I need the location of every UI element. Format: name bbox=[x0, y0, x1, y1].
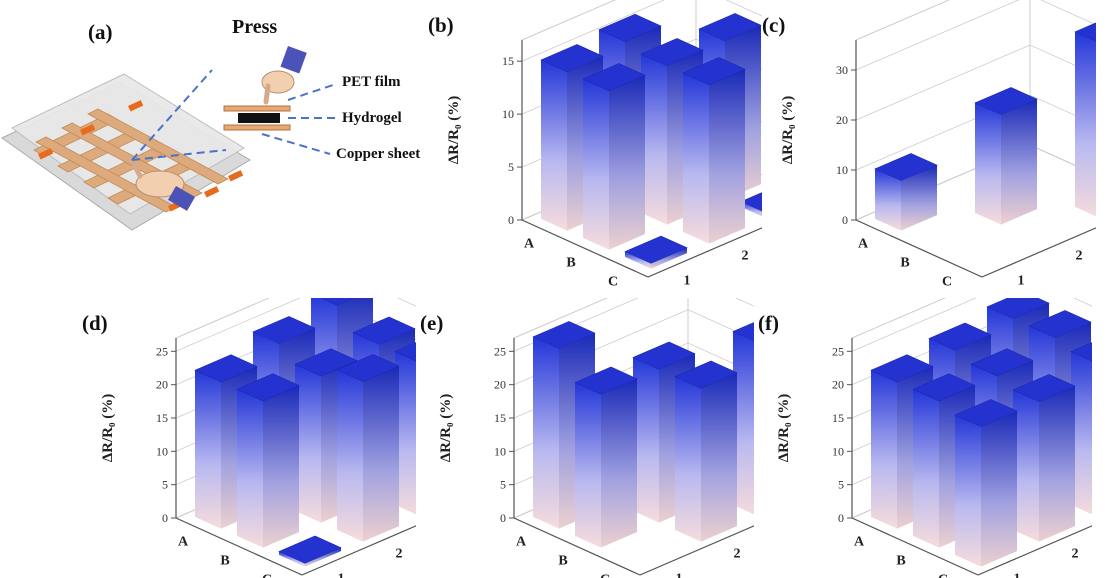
bar-B1 bbox=[574, 366, 638, 548]
bar-C3 bbox=[394, 342, 416, 515]
row-label: A bbox=[178, 535, 189, 550]
z-tick-label: 25 bbox=[832, 344, 844, 358]
row-label: B bbox=[896, 554, 905, 569]
z-tick-label: 5 bbox=[162, 478, 168, 492]
bar-C3 bbox=[1074, 22, 1096, 217]
chart-panel-d: 0510152025ABC123ΔR/R₀ (%)(d) bbox=[82, 298, 416, 578]
bar-B1 bbox=[236, 373, 300, 548]
panel-label: (b) bbox=[428, 13, 454, 37]
z-tick-label: 0 bbox=[162, 511, 168, 525]
bar-C2 bbox=[1012, 374, 1076, 542]
panel-label: (f) bbox=[758, 311, 779, 335]
col-label: 1 bbox=[1018, 274, 1025, 289]
z-axis-title: ΔR/R₀ (%) bbox=[446, 96, 462, 164]
hand-icon bbox=[129, 157, 196, 211]
bar-C1 bbox=[278, 535, 342, 567]
row-label: A bbox=[858, 237, 869, 252]
z-tick-label: 0 bbox=[842, 213, 848, 227]
bar-C2 bbox=[682, 57, 746, 244]
row-label: A bbox=[524, 237, 535, 252]
z-axis-title: ΔR/R₀ (%) bbox=[100, 394, 116, 462]
panel-label: (d) bbox=[82, 311, 108, 335]
col-label: 2 bbox=[742, 249, 749, 264]
copper-sheet-label: Copper sheet bbox=[336, 146, 421, 162]
col-label: 2 bbox=[734, 547, 741, 562]
bar-B1 bbox=[582, 63, 646, 250]
sensor-schematic bbox=[1, 46, 337, 231]
z-tick-label: 10 bbox=[156, 444, 168, 458]
bar-C3 bbox=[1070, 342, 1092, 515]
chart-panel-b: 051015ABC123ΔR/R₀ (%)(b) bbox=[428, 0, 762, 290]
row-label: B bbox=[566, 256, 575, 271]
axis-walls bbox=[854, 0, 1096, 278]
finger-icon bbox=[261, 46, 307, 105]
z-tick-label: 15 bbox=[502, 54, 514, 68]
z-tick-label: 5 bbox=[838, 478, 844, 492]
chart-panel-e: 0510152025ABC123ΔR/R₀ (%)(e) bbox=[420, 298, 754, 578]
row-label: A bbox=[516, 535, 527, 550]
bar-C1 bbox=[954, 399, 1018, 567]
row-label: C bbox=[608, 275, 618, 290]
z-tick-label: 20 bbox=[832, 378, 844, 392]
bar-C3 bbox=[740, 192, 762, 217]
bar-C2 bbox=[674, 360, 738, 542]
z-axis-title: ΔR/R₀ (%) bbox=[780, 96, 796, 164]
z-tick-label: 5 bbox=[508, 160, 514, 174]
z-tick-label: 10 bbox=[832, 444, 844, 458]
z-tick-label: 0 bbox=[508, 213, 514, 227]
z-tick-label: 20 bbox=[494, 378, 506, 392]
z-tick-label: 10 bbox=[494, 444, 506, 458]
row-label: A bbox=[854, 535, 865, 550]
z-tick-label: 15 bbox=[832, 411, 844, 425]
z-tick-label: 20 bbox=[156, 378, 168, 392]
z-tick-label: 20 bbox=[836, 113, 848, 127]
col-label: 2 bbox=[396, 547, 403, 562]
col-label: 2 bbox=[1076, 249, 1083, 264]
hydrogel-label: Hydrogel bbox=[342, 110, 402, 126]
row-label: C bbox=[938, 573, 948, 578]
z-tick-label: 10 bbox=[502, 107, 514, 121]
panel-label: (e) bbox=[420, 311, 443, 335]
z-tick-label: 30 bbox=[836, 63, 848, 77]
bar-C3 bbox=[732, 322, 754, 515]
row-label: C bbox=[942, 275, 952, 290]
chart-panel-f: 0510152025ABC123ΔR/R₀ (%)(f) bbox=[758, 298, 1092, 578]
row-label: C bbox=[262, 573, 272, 578]
z-tick-label: 15 bbox=[156, 411, 168, 425]
row-label: B bbox=[558, 554, 567, 569]
col-label: 2 bbox=[1072, 547, 1079, 562]
copper-tabs bbox=[38, 100, 244, 212]
z-tick-label: 25 bbox=[156, 344, 168, 358]
bar-C1 bbox=[624, 235, 688, 269]
bar-B2 bbox=[974, 87, 1038, 225]
pet-film-label: PET film bbox=[342, 74, 401, 90]
press-label: Press bbox=[232, 16, 278, 38]
callout-lines bbox=[131, 69, 337, 161]
panel-a-label: (a) bbox=[88, 20, 113, 44]
z-tick-label: 0 bbox=[500, 511, 506, 525]
z-axis-title: ΔR/R₀ (%) bbox=[438, 394, 454, 462]
col-label: 1 bbox=[684, 274, 691, 289]
z-tick-label: 0 bbox=[838, 511, 844, 525]
col-label: 1 bbox=[1014, 572, 1021, 578]
row-label: B bbox=[900, 256, 909, 271]
col-label: 1 bbox=[676, 572, 683, 578]
row-label: B bbox=[220, 554, 229, 569]
bar-A1 bbox=[874, 153, 938, 231]
sensor-stack bbox=[223, 105, 291, 131]
row-label: C bbox=[600, 573, 610, 578]
z-axis-title: ΔR/R₀ (%) bbox=[776, 394, 792, 462]
z-tick-label: 25 bbox=[494, 344, 506, 358]
z-tick-label: 10 bbox=[836, 163, 848, 177]
z-tick-label: 5 bbox=[500, 478, 506, 492]
col-label: 1 bbox=[338, 572, 345, 578]
bar-C2 bbox=[336, 354, 400, 542]
panel-label: (c) bbox=[762, 13, 785, 37]
chart-panel-c: 0102030ABC123ΔR/R₀ (%)(c) bbox=[762, 0, 1096, 290]
z-tick-label: 15 bbox=[494, 411, 506, 425]
